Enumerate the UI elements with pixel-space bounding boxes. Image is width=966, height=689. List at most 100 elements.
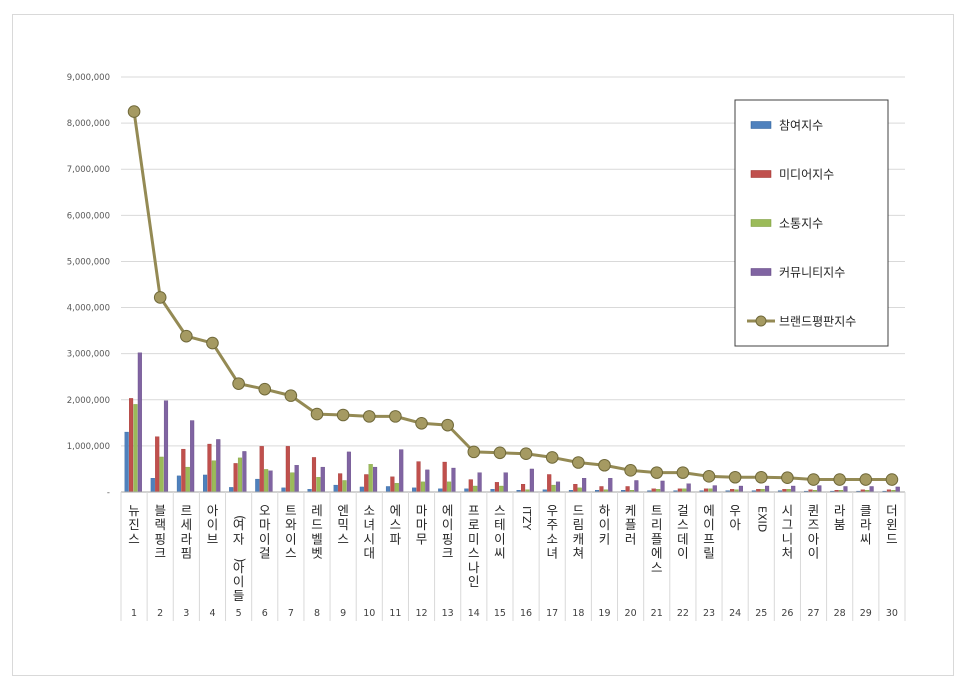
bar-미디어지수 <box>442 461 447 493</box>
x-rank-label: 13 <box>442 608 454 619</box>
bar-미디어지수 <box>521 484 526 493</box>
bar-미디어지수 <box>599 486 604 493</box>
bar-커뮤니티지수 <box>216 439 221 493</box>
bar-참여지수 <box>333 484 338 493</box>
bar-미디어지수 <box>390 476 395 493</box>
bar-참여지수 <box>359 486 364 493</box>
bar-커뮤니티지수 <box>686 483 691 493</box>
x-rank-label: 21 <box>651 608 663 619</box>
bar-참여지수 <box>176 475 181 493</box>
bar-커뮤니티지수 <box>634 480 639 493</box>
bar-소통지수 <box>473 485 478 493</box>
legend-label: 커뮤니티지수 <box>779 266 845 280</box>
bar-커뮤니티지수 <box>869 486 874 493</box>
y-tick-label: 6,000,000 <box>67 211 110 221</box>
x-rank-label: 29 <box>860 608 872 619</box>
legend-swatch <box>750 268 772 276</box>
line-point <box>284 389 298 402</box>
bar-소통지수 <box>185 466 190 493</box>
line-point <box>362 410 376 423</box>
bar-미디어지수 <box>625 486 630 493</box>
bar-소통지수 <box>264 469 269 493</box>
bar-커뮤니티지수 <box>582 478 587 493</box>
x-category-label: (여 자)아 이 들 <box>233 515 248 603</box>
bar-커뮤니티지수 <box>137 352 142 493</box>
y-tick-label: 8,000,000 <box>67 119 110 129</box>
x-rank-label: 2 <box>157 608 163 619</box>
bar-커뮤니티지수 <box>190 420 195 493</box>
bar-미디어지수 <box>468 479 473 493</box>
bar-커뮤니티지수 <box>895 486 900 493</box>
x-rank-label: 24 <box>729 608 741 619</box>
line-point <box>467 445 481 459</box>
x-rank-label: 20 <box>625 608 637 619</box>
bar-참여지수 <box>385 486 391 493</box>
bar-커뮤니티지수 <box>294 465 299 493</box>
x-axis-labels: 뉴 진 스 1 블 랙 핑 크 2 르 세 라 핌 3 아 이 브 4 (여 자)아 이 들 5 오 마 이 걸 6 트 와 이 스 7 레 드 벨 벳… <box>120 491 906 621</box>
gridlines <box>121 76 905 493</box>
x-rank-label: 7 <box>288 608 294 619</box>
x-rank-label: 17 <box>546 608 558 619</box>
bar-미디어지수 <box>233 463 238 493</box>
bar-미디어지수 <box>494 482 499 493</box>
legend-label: 미디어지수 <box>779 168 834 182</box>
bar-소통지수 <box>394 483 399 493</box>
y-tick-label: 2,000,000 <box>67 396 110 406</box>
bar-미디어지수 <box>129 398 134 493</box>
bar-커뮤니티지수 <box>843 486 848 493</box>
bar-소통지수 <box>368 464 373 493</box>
bar-소통지수 <box>211 460 216 493</box>
line-point <box>598 458 611 472</box>
bar-커뮤니티지수 <box>555 481 561 493</box>
line-point <box>389 410 402 423</box>
bar-소통지수 <box>237 457 243 493</box>
legend-swatch <box>750 219 772 227</box>
bar-미디어지수 <box>181 448 186 493</box>
bars <box>124 352 900 493</box>
x-rank-label: 14 <box>468 608 480 619</box>
bar-참여지수 <box>124 431 129 493</box>
line-point <box>728 470 742 484</box>
bar-커뮤니티지수 <box>660 480 665 493</box>
x-rank-label: 9 <box>340 608 346 619</box>
line-point <box>859 473 873 486</box>
y-tick-label: 9,000,000 <box>67 73 110 83</box>
legend-swatch <box>750 170 772 178</box>
bar-커뮤니티지수 <box>425 469 430 493</box>
x-rank-label: 28 <box>834 608 846 619</box>
bar-미디어지수 <box>285 446 290 493</box>
line-point <box>336 408 350 422</box>
line-point <box>545 451 559 464</box>
bar-참여지수 <box>255 478 260 493</box>
line-point <box>258 382 272 396</box>
bar-커뮤니티지수 <box>738 485 743 493</box>
bar-커뮤니티지수 <box>242 451 247 493</box>
line-point <box>493 446 507 460</box>
bar-소통지수 <box>290 472 295 493</box>
x-rank-label: 3 <box>183 608 189 619</box>
legend-label: 브랜드평판지수 <box>779 315 856 329</box>
x-rank-label: 30 <box>886 608 898 619</box>
line-point <box>232 377 245 390</box>
x-rank-label: 22 <box>677 608 689 619</box>
line-point <box>127 105 141 118</box>
x-rank-label: 19 <box>598 608 610 619</box>
bar-소통지수 <box>551 484 556 493</box>
x-rank-label: 8 <box>314 608 320 619</box>
line-point <box>624 464 637 477</box>
bar-소통지수 <box>316 477 321 493</box>
y-tick-label: 3,000,000 <box>67 350 110 360</box>
